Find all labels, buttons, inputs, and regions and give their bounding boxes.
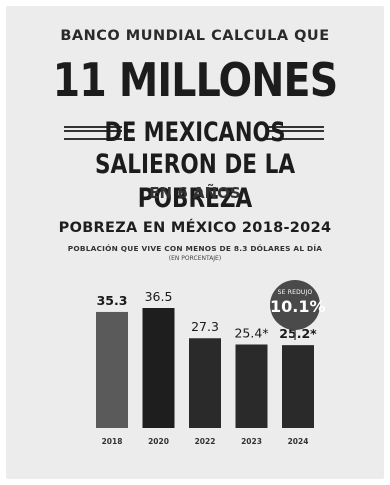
x-tick-2022: 2022 [195, 437, 216, 446]
reduction-badge: SE REDUJO 10.1% [270, 280, 326, 330]
badge-label: SE REDUJO [277, 289, 313, 296]
left-rule [64, 126, 122, 140]
chart-subtitle: POBLACIÓN QUE VIVE CON MENOS DE 8.3 DÓLA… [67, 244, 323, 253]
subhead-line-1: DE MEXICANOS [104, 117, 286, 148]
x-tick-2024: 2024 [288, 437, 309, 446]
bar-2018 [96, 311, 128, 428]
chart-unit-note: (EN PORCENTAJE) [168, 255, 222, 262]
value-label-2022: 27.3 [191, 319, 219, 334]
kicker-text: BANCO MUNDIAL CALCULA QUE [60, 28, 330, 44]
bar-2023 [235, 344, 268, 428]
x-tick-2020: 2020 [148, 437, 169, 446]
bar-2024 [282, 345, 314, 428]
value-label-2018: 35.3 [97, 293, 128, 308]
bar-2020 [142, 308, 175, 428]
headline: 11 MILLONES [52, 53, 339, 107]
value-label-2023: 25.4* [234, 325, 268, 340]
right-rule [266, 126, 324, 140]
subhead-line-2: SALIERON DE LA POBREZA [94, 149, 296, 214]
chart-title: POBREZA EN MÉXICO 2018-2024 [58, 220, 332, 236]
x-tick-2018: 2018 [102, 437, 123, 446]
badge-value: 10.1% [270, 297, 326, 316]
bar-2022 [189, 338, 221, 428]
value-label-2024: 25.2* [279, 326, 317, 341]
x-tick-2023: 2023 [241, 437, 262, 446]
value-label-2020: 36.5 [145, 289, 173, 304]
subhead-line-3: EN 6 AÑOS [149, 184, 241, 202]
